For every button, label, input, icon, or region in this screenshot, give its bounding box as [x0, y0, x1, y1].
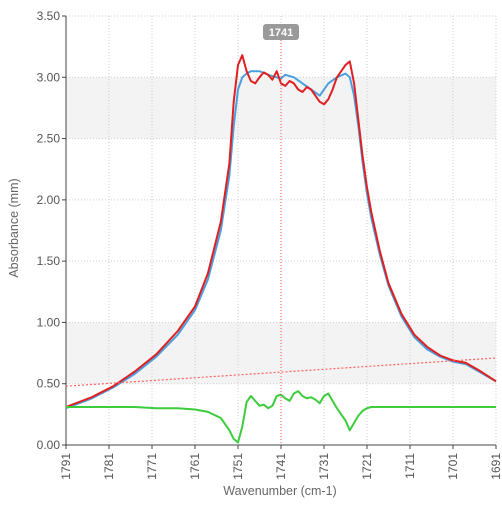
y-tick-label-7: 3.50: [37, 9, 61, 23]
x-tick-label-1: 1781: [102, 453, 116, 480]
y-tick-label-5: 2.50: [37, 132, 61, 146]
x-axis-title: Wavenumber (cm-1): [223, 484, 336, 498]
x-tick-label-0: 1791: [59, 453, 73, 480]
x-tick-label-6: 1731: [317, 453, 331, 480]
cursor-label: 1741: [269, 27, 293, 39]
shaded-band-1: [66, 77, 496, 139]
x-tick-label-5: 1741: [274, 453, 288, 480]
y-tick-label-0: 0.00: [37, 438, 61, 452]
y-tick-label-3: 1.50: [37, 254, 61, 268]
series-line-2: [66, 390, 496, 444]
cursor-label-box[interactable]: [263, 24, 299, 40]
x-tick-label-8: 1711: [403, 453, 417, 479]
y-tick-label-2: 1.00: [37, 315, 61, 329]
cursor[interactable]: 1741: [263, 24, 299, 445]
x-tick-label-2: 1771: [145, 453, 159, 480]
y-tick-label-1: 0.50: [37, 377, 61, 391]
axes: [62, 15, 497, 449]
x-tick-label-9: 1701: [446, 453, 460, 480]
x-tick-label-3: 1761: [188, 453, 202, 480]
series-line-1: [65, 54, 497, 408]
y-tick-label-4: 2.00: [37, 193, 61, 207]
x-tick-label-4: 1751: [231, 453, 245, 480]
y-axis-title: Absorbance (mm): [7, 178, 21, 277]
x-tick-label-7: 1721: [360, 453, 374, 480]
shaded-bands: [66, 77, 496, 384]
y-tick-label-6: 3.00: [37, 70, 61, 84]
series-layer: [65, 54, 497, 444]
tick-labels: 0.00 0.50 1.00 1.50 2.00 2.50 3.00 3.50 1791 1781…: [37, 9, 502, 480]
series-line-0: [65, 70, 497, 410]
x-tick-label-10: 1691: [489, 453, 502, 480]
